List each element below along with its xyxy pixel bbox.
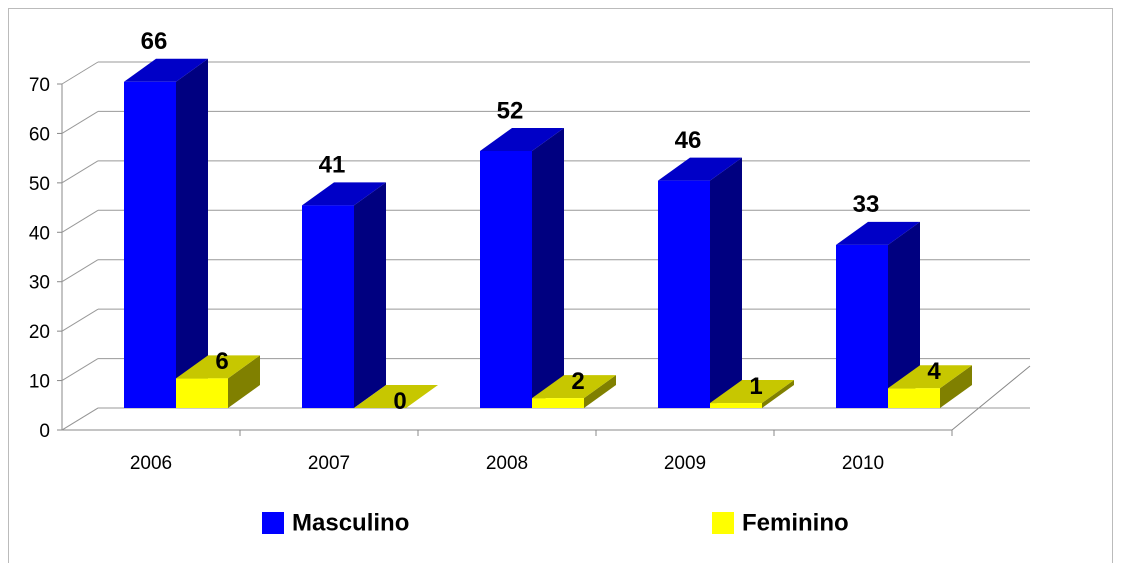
data-label: 46 <box>675 127 702 154</box>
data-label: 1 <box>749 373 762 400</box>
grid-line <box>61 259 99 283</box>
y-tick-label: 30 <box>29 273 50 294</box>
bar-side <box>710 157 742 408</box>
x-tick-label: 2009 <box>664 453 706 474</box>
x-tick-label: 2006 <box>130 453 172 474</box>
bar-top <box>176 355 260 379</box>
bar-top <box>354 385 438 408</box>
bar <box>480 127 564 408</box>
y-tick-label: 50 <box>29 174 50 195</box>
bar-top <box>710 380 794 404</box>
bar <box>532 375 616 408</box>
bar <box>888 365 972 408</box>
x-tick-label: 2008 <box>486 453 528 474</box>
bar <box>354 385 438 408</box>
legend-swatch <box>262 512 284 534</box>
bar-top <box>888 365 972 389</box>
bar <box>302 182 386 408</box>
bar-top <box>836 221 920 245</box>
bar-side <box>532 127 564 408</box>
bar-side <box>584 375 616 408</box>
data-label: 2 <box>571 368 584 395</box>
y-tick-label: 40 <box>29 223 50 244</box>
data-label: 0 <box>393 388 406 415</box>
bar-top <box>532 375 616 399</box>
y-tick-label: 0 <box>39 421 50 442</box>
bar-front <box>658 180 710 408</box>
grid-line <box>61 111 99 134</box>
bar-front <box>532 398 584 408</box>
bar-side <box>228 355 260 408</box>
bar-side <box>762 380 794 408</box>
bar-front <box>836 244 888 408</box>
bar <box>836 221 920 408</box>
bar-front <box>124 81 176 409</box>
bar-top <box>658 157 742 181</box>
data-label: 52 <box>497 97 524 124</box>
legend-label: Feminino <box>742 509 849 536</box>
bar-front <box>888 388 940 408</box>
bar-side <box>940 365 972 408</box>
data-label: 33 <box>853 191 880 218</box>
data-label: 41 <box>319 152 346 179</box>
bar-side <box>888 221 920 408</box>
grid-line <box>61 160 99 184</box>
bar-front <box>302 205 354 408</box>
bar-top <box>480 127 564 151</box>
grid-line <box>61 61 99 85</box>
bar-top <box>124 58 208 82</box>
y-tick-label: 60 <box>29 124 50 145</box>
y-tick-label: 10 <box>29 372 50 393</box>
grid-line <box>61 308 99 332</box>
grid-line <box>61 209 99 233</box>
grid-line <box>61 407 99 431</box>
bar-front <box>480 150 532 408</box>
data-label: 66 <box>141 28 168 55</box>
x-tick-label: 2007 <box>308 453 350 474</box>
x-tick-label: 2010 <box>842 453 884 474</box>
bar-top <box>302 182 386 206</box>
floor-edge <box>951 365 1031 431</box>
chart-border <box>8 8 1113 563</box>
legend-label: Masculino <box>292 509 409 536</box>
data-label: 4 <box>927 358 941 385</box>
bar <box>710 380 794 408</box>
bar <box>176 355 260 408</box>
bar <box>658 157 742 408</box>
bar-front <box>176 378 228 408</box>
data-label: 6 <box>215 348 228 375</box>
legend-swatch <box>712 512 734 534</box>
bar-front <box>710 403 762 408</box>
bar <box>124 58 208 409</box>
y-tick-label: 20 <box>29 322 50 343</box>
y-tick-label: 70 <box>29 75 50 96</box>
bar-side <box>354 182 386 408</box>
bar-side <box>176 58 208 409</box>
grid-line <box>61 358 99 381</box>
